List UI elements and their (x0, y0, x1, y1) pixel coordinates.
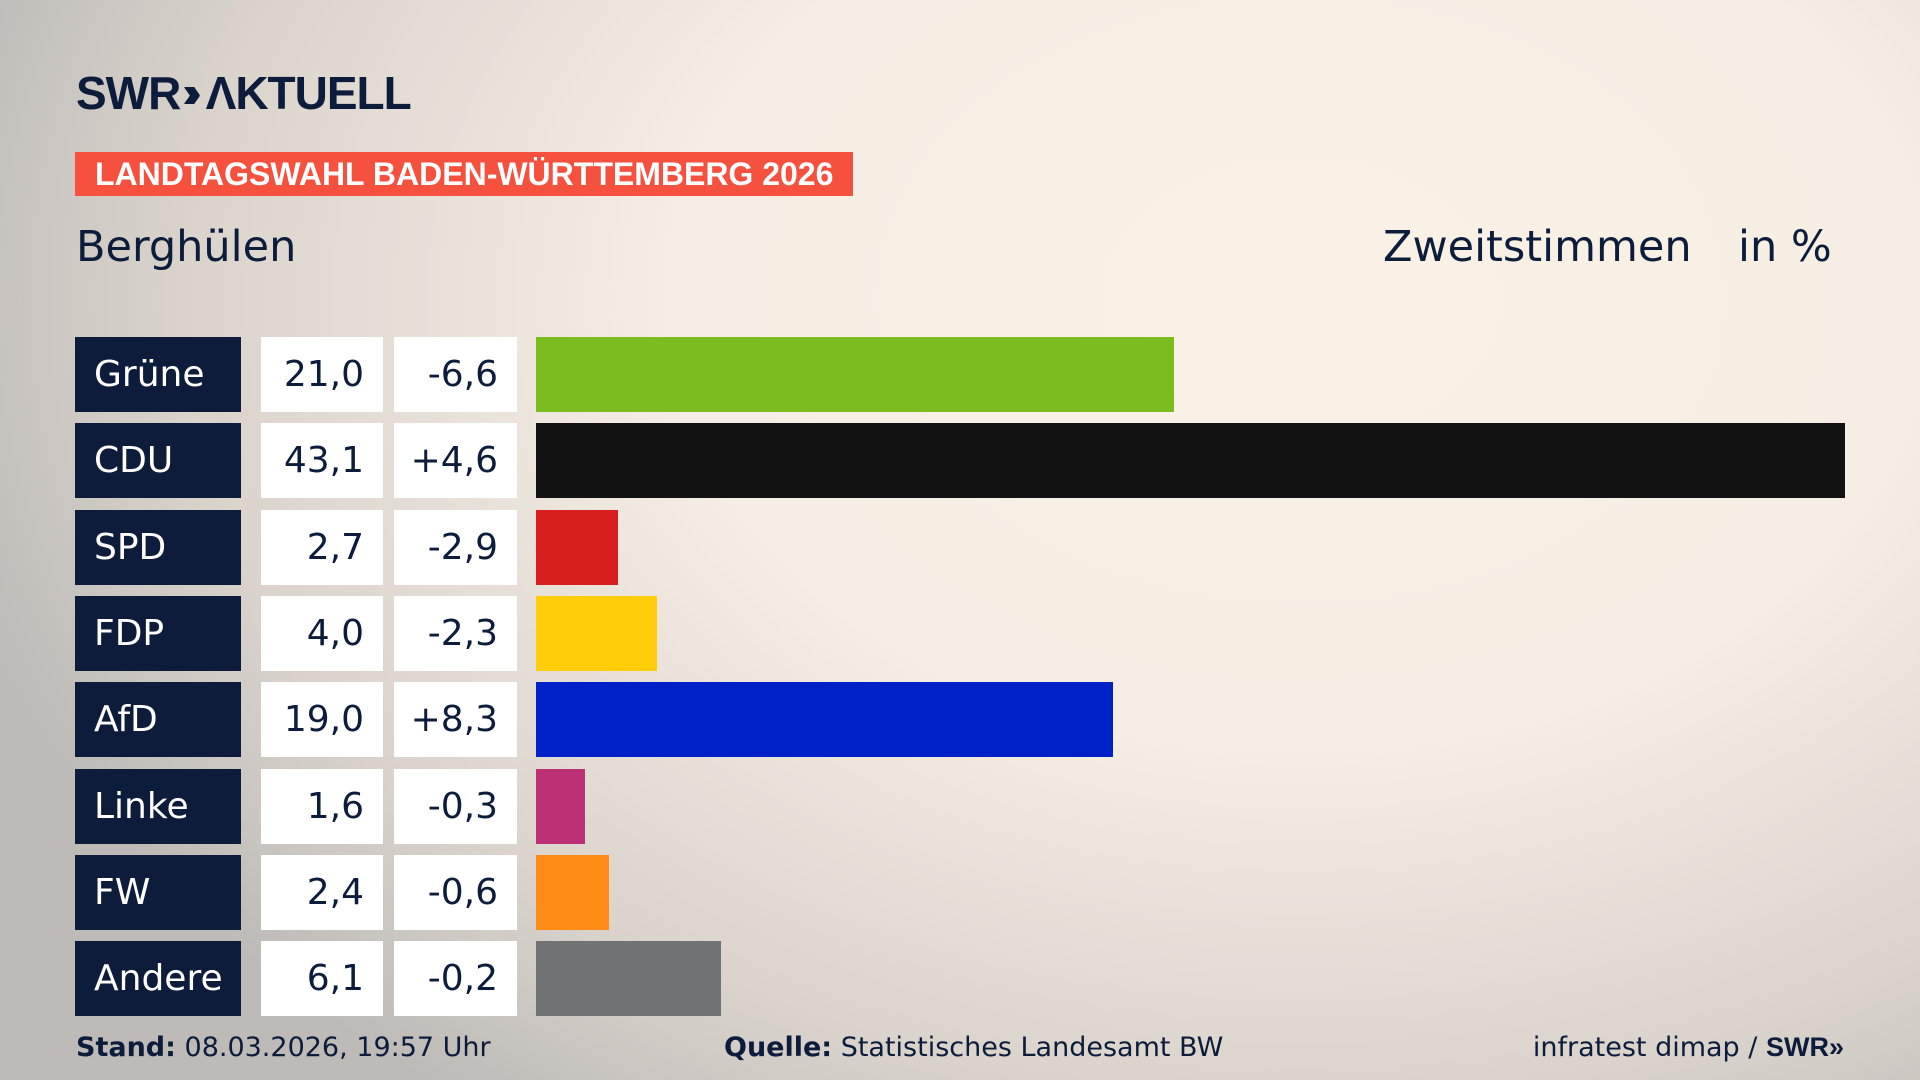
source: Quelle: Statistisches Landesamt BW (724, 1032, 1223, 1063)
party-row: FDP 4,0 -2,3 (0, 595, 1920, 671)
party-name: Grüne (75, 337, 241, 412)
party-name: CDU (75, 423, 241, 499)
stand-label: Stand: (76, 1032, 176, 1063)
unit-label: in % (1738, 222, 1832, 272)
change-label: -0,6 (394, 854, 517, 930)
bar (536, 941, 722, 1017)
source-value: Statistisches Landesamt BW (840, 1032, 1224, 1063)
party-name: Andere (75, 941, 241, 1017)
value-label: 6,1 (261, 941, 383, 1017)
value-label: 43,1 (261, 423, 383, 499)
swr-small-logo: SWR» (1765, 1032, 1844, 1062)
bar (536, 682, 1114, 758)
election-banner: LANDTAGSWAHL BADEN-WÜRTTEMBERG 2026 (75, 152, 854, 196)
value-label: 2,4 (261, 854, 383, 930)
party-name: Linke (75, 768, 241, 844)
swr-aktuell-logo: SWR ›› ΛKTUELL (76, 67, 412, 119)
party-row: SPD 2,7 -2,9 (0, 509, 1920, 585)
value-label: 2,7 (261, 509, 383, 585)
double-chevron-icon: ›› (182, 68, 202, 117)
credit: infratest dimap / SWR» (1533, 1032, 1844, 1063)
change-label: -0,2 (394, 941, 517, 1017)
change-label: -2,9 (394, 509, 517, 585)
party-name: FDP (75, 595, 241, 671)
bar (536, 337, 1174, 412)
value-label: 1,6 (261, 768, 383, 844)
party-row: Andere 6,1 -0,2 (0, 941, 1920, 1017)
change-label: -2,3 (394, 595, 517, 671)
party-row: FW 2,4 -0,6 (0, 854, 1920, 930)
value-label: 19,0 (261, 682, 383, 758)
bar (536, 423, 1845, 499)
value-label: 4,0 (261, 595, 383, 671)
bar (536, 509, 618, 585)
party-row: CDU 43,1 +4,6 (0, 423, 1920, 499)
bar (536, 768, 585, 844)
party-name: SPD (75, 509, 241, 585)
bar (536, 595, 658, 671)
source-label: Quelle: (724, 1032, 833, 1063)
change-label: -0,3 (394, 768, 517, 844)
change-label: +4,6 (394, 423, 517, 499)
change-label: -6,6 (394, 337, 517, 412)
party-name: AfD (75, 682, 241, 758)
party-name: FW (75, 854, 241, 930)
party-row: Linke 1,6 -0,3 (0, 768, 1920, 844)
metric-label: Zweitstimmen (1383, 222, 1692, 272)
bar (536, 854, 609, 930)
region-title: Berghülen (76, 222, 297, 272)
credit-text: infratest dimap / (1532, 1032, 1766, 1063)
stand-value: 08.03.2026, 19:57 Uhr (184, 1032, 491, 1063)
party-row: Grüne 21,0 -6,6 (0, 337, 1920, 412)
change-label: +8,3 (394, 682, 517, 758)
timestamp: Stand: 08.03.2026, 19:57 Uhr (76, 1032, 491, 1063)
value-label: 21,0 (261, 337, 383, 412)
party-row: AfD 19,0 +8,3 (0, 682, 1920, 758)
